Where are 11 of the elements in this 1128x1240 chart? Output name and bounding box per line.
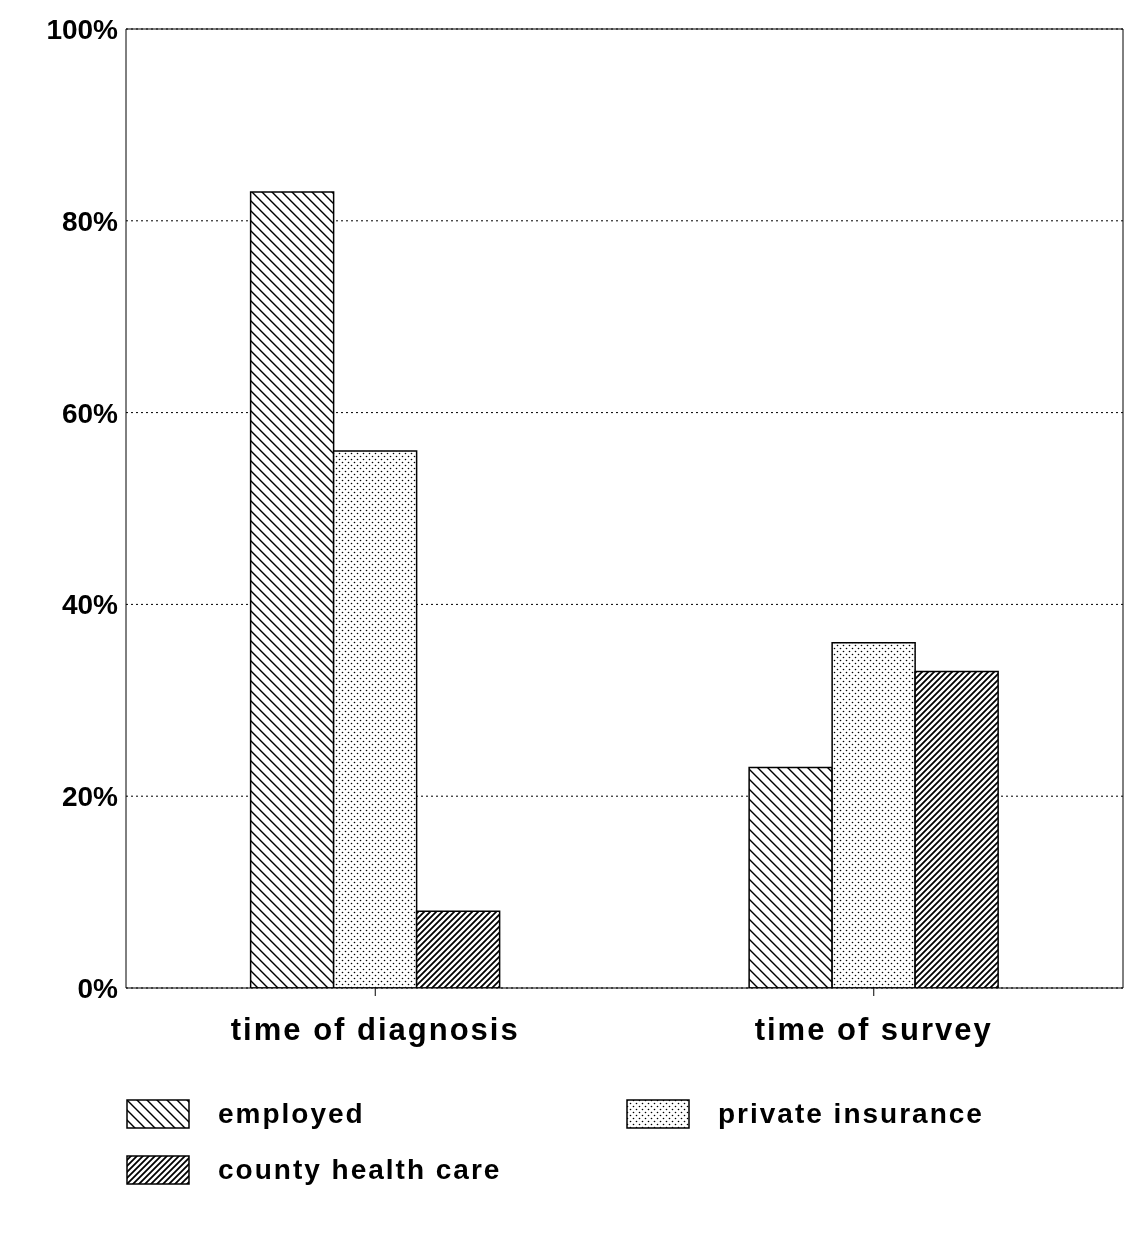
legend-label: county health care — [218, 1154, 502, 1186]
y-tick-label: 60% — [61, 397, 119, 429]
y-tick-label: 40% — [61, 589, 119, 621]
y-tick-label: 20% — [61, 781, 119, 813]
legend-label: employed — [218, 1098, 365, 1130]
x-tick-label: time of diagnosis — [230, 1012, 520, 1048]
y-tick-label: 0% — [77, 972, 119, 1004]
y-tick-label: 100% — [46, 13, 119, 45]
legend-label: private insurance — [718, 1098, 984, 1130]
x-tick-label: time of survey — [754, 1012, 993, 1048]
y-tick-label: 80% — [61, 205, 119, 237]
